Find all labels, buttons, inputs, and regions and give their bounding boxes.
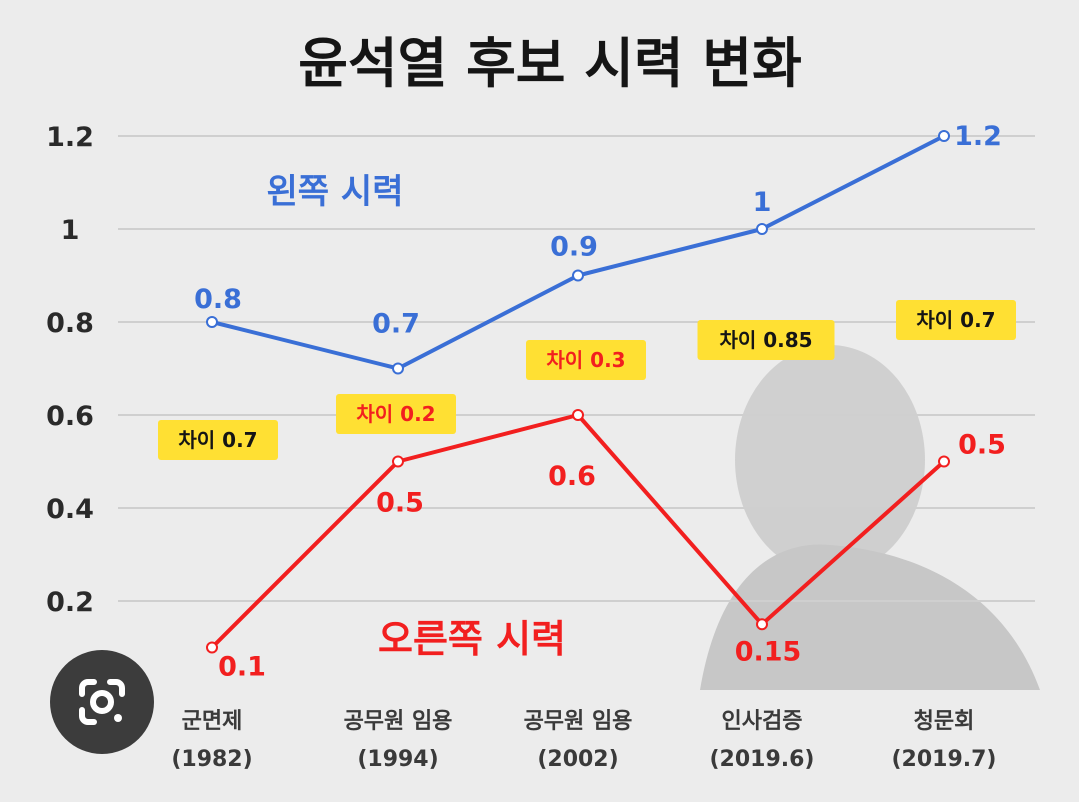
y-tick-label: 0.4 — [46, 494, 94, 525]
y-tick-label: 0.8 — [46, 308, 94, 339]
x-tick-label: 인사검증 (2019.6) — [709, 709, 814, 772]
difference-badge — [158, 420, 278, 460]
series-name-right-eye: 오른쪽 시력 — [378, 617, 566, 661]
right-eye-value-label: 0.5 — [376, 488, 424, 519]
right-eye-value-label: 0.6 — [548, 461, 596, 492]
right-eye-point — [938, 455, 950, 468]
right-eye-value-label: 0.15 — [735, 636, 802, 667]
difference-badge — [697, 320, 835, 360]
left-eye-value-label: 1 — [753, 187, 772, 218]
left-eye-point — [938, 130, 950, 142]
left-eye-value-label: 0.9 — [550, 232, 598, 263]
left-eye-value-label: 0.7 — [372, 309, 420, 340]
y-tick-label: 0.2 — [46, 587, 94, 618]
difference-badge-label: 차이 0.7 — [178, 428, 257, 452]
google-lens-icon — [79, 679, 125, 725]
x-tick-label: 청문회 (2019.7) — [891, 709, 996, 772]
difference-badge — [526, 340, 646, 380]
y-tick-label: 1 — [61, 215, 80, 246]
x-tick-label: 공무원 임용 (1994) — [344, 709, 453, 772]
value-labels: 0.8 0.7 0.9 1 1.2 0.1 0.5 0.6 0.15 0.5 — [194, 121, 1006, 683]
google-lens-button[interactable] — [50, 650, 154, 754]
difference-badge-label: 차이 0.85 — [719, 328, 812, 352]
x-tick-label: 공무원 임용 (2002) — [524, 709, 633, 772]
right-eye-point — [572, 409, 584, 421]
photo-silhouette — [700, 345, 1040, 690]
left-eye-point — [392, 362, 404, 375]
chart-title: 윤석열 후보 시력 변화 — [298, 32, 802, 95]
right-eye-value-label: 0.5 — [958, 430, 1006, 461]
x-axis: 군면제 (1982) 공무원 임용 (1994) 공무원 임용 (2002) 인사검증 (20… — [171, 709, 996, 772]
difference-badge-label: 차이 0.7 — [916, 308, 995, 332]
right-eye-point — [392, 455, 404, 468]
left-eye-point — [572, 269, 584, 282]
x-tick-label: 군면제 (1982) — [171, 709, 252, 772]
y-axis: 0.2 0.4 0.6 0.8 1 1.2 — [46, 122, 94, 618]
right-eye-point — [756, 618, 768, 631]
difference-badge-label: 차이 0.3 — [546, 348, 625, 372]
y-tick-label: 1.2 — [46, 122, 94, 153]
difference-badge — [336, 394, 456, 434]
left-eye-point — [756, 223, 768, 235]
difference-badge — [896, 300, 1016, 340]
right-eye-point — [206, 641, 218, 654]
left-eye-value-label: 0.8 — [194, 284, 242, 315]
left-eye-value-label: 1.2 — [954, 121, 1002, 152]
series-name-left-eye: 왼쪽 시력 — [267, 172, 404, 212]
y-tick-label: 0.6 — [46, 401, 94, 432]
series-points — [206, 130, 950, 654]
difference-badges: 차이 0.7 차이 0.2 차이 0.3 차이 0.85 차이 0.7 — [158, 300, 1016, 460]
left-eye-point — [206, 316, 218, 328]
right-eye-value-label: 0.1 — [218, 652, 266, 683]
difference-badge-label: 차이 0.2 — [356, 402, 435, 426]
